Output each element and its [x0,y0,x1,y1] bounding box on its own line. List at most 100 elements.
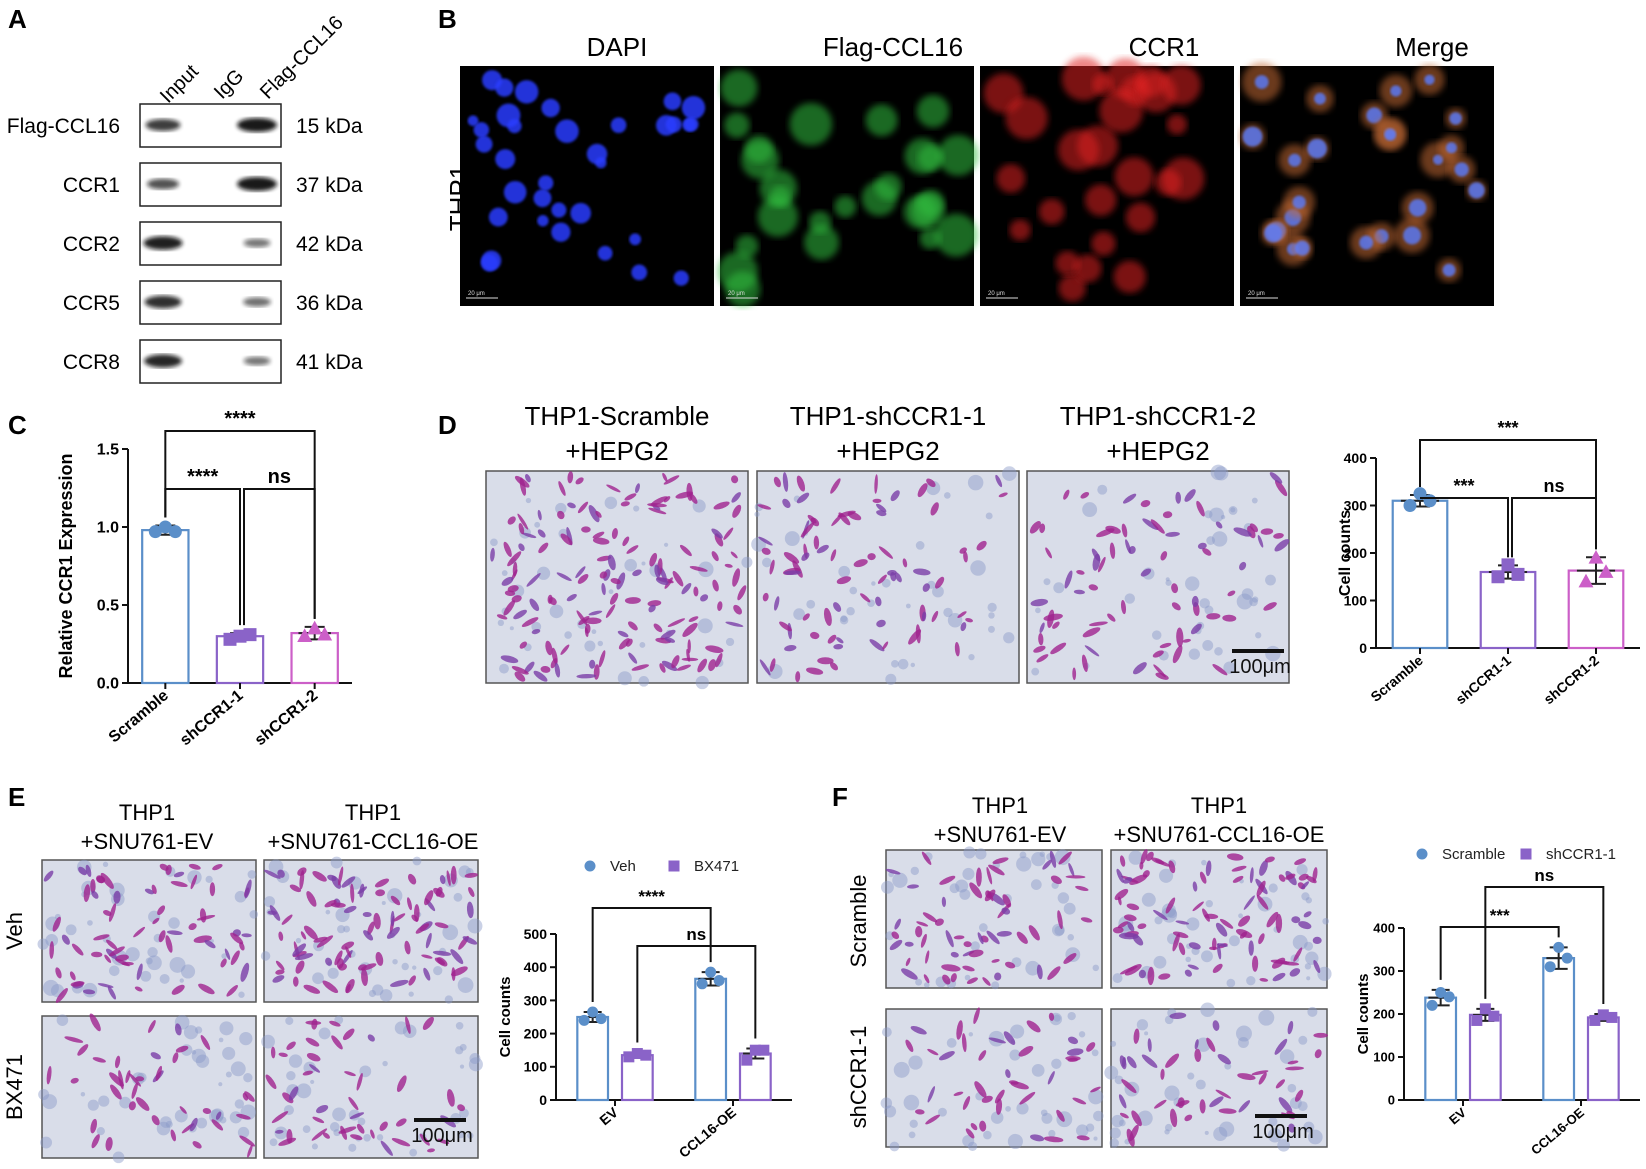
membrane-pore [394,1021,408,1035]
cell-blob [865,104,898,137]
migrated-cell [711,551,719,562]
data-point [168,525,182,539]
migrated-cell [170,1129,177,1142]
migrated-cell [311,1128,328,1141]
migrated-cell [239,1135,256,1147]
data-point [1511,567,1525,581]
membrane-pore [1268,883,1278,893]
membrane-pore [1144,1031,1149,1036]
migrated-cell [165,935,173,953]
migrated-cell [1145,851,1154,862]
migrated-cell [1238,915,1251,927]
membrane-pore [1057,892,1070,904]
cell-blob [1166,114,1188,135]
column-title: +SNU761-CCL16-OE [268,829,479,854]
migrated-cell [894,918,901,930]
membrane-pore [1078,1031,1086,1038]
migrated-cell [801,552,810,561]
membrane-pore [531,621,542,632]
legend-label: Scramble [1442,846,1505,863]
image-title: +HEPG2 [836,436,939,466]
migrated-cell [1269,472,1283,484]
migrated-cell [1088,621,1108,627]
migrated-cell [705,645,724,653]
panel-letter-a: A [8,4,27,34]
migrated-cell [316,1104,329,1114]
membrane-pore [168,917,180,929]
migrated-cell [1301,881,1309,890]
migrated-cell [158,930,166,943]
membrane-pore [205,875,213,883]
migrated-cell [661,660,678,672]
nucleus-blob [1294,240,1310,256]
migrated-cell [1239,561,1247,571]
migrated-cell [1038,633,1044,646]
membrane-pore [1092,964,1100,972]
migrated-cell [917,483,928,498]
migrated-cell [272,975,285,983]
migrated-cell [1036,654,1049,663]
migrated-cell [374,878,390,888]
migrated-cell [89,1013,101,1032]
membrane-pore [1159,868,1174,883]
nucleus-blob [665,116,682,133]
membrane-pore [408,991,414,997]
membrane-pore [249,910,259,919]
data-point [578,1014,590,1026]
image-title: THP1-Scramble [525,401,710,431]
migrated-cell [1075,885,1089,891]
migrated-cell [286,1041,296,1050]
cell-blob [717,251,758,292]
membrane-pore [1114,1075,1124,1085]
migrated-cell [367,1034,375,1042]
x-tick-label: shCCR1-2 [1540,652,1602,707]
membrane-pore [1167,908,1177,919]
migrated-cell [103,910,112,916]
significance-bracket [243,488,316,626]
membrane-pore [412,965,417,970]
column-title: +SNU761-CCL16-OE [1114,822,1325,847]
membrane-pore [222,1046,236,1060]
blot-band [243,238,271,248]
membrane-pore [1252,596,1259,603]
migrated-cell [737,585,747,601]
migrated-cell [782,498,791,509]
cell-blob [1073,254,1102,283]
migrated-cell [188,863,201,870]
migrated-cell [945,930,954,948]
migrated-cell [390,979,409,987]
membrane-pore [1206,536,1216,545]
migrated-cell [224,948,231,960]
migrated-cell [1176,627,1184,647]
migrated-cell [548,597,557,606]
membrane-pore [509,626,514,631]
migrated-cell [1259,978,1269,982]
migrated-cell [356,1123,365,1134]
migrated-cell [92,1057,106,1063]
membrane-pore [1164,1123,1173,1132]
membrane-pore [459,1043,467,1051]
data-point [713,974,725,986]
migrated-cell [1127,921,1135,932]
membrane-pore [1154,916,1163,925]
legend-label: shCCR1-1 [1546,846,1616,863]
migrated-cell [173,871,185,878]
migrated-cell [1159,642,1172,649]
migrated-cell [717,601,723,611]
migrated-cell [758,536,773,546]
cell-blob [1114,157,1154,197]
migrated-cell [577,501,589,514]
membrane-pore [1214,466,1229,481]
migrated-cell [1039,523,1046,534]
migrated-cell [1042,859,1052,870]
membrane-pore [549,604,564,619]
membrane-pore [238,991,245,998]
migrated-cell [309,1064,321,1073]
membrane-pore [806,599,816,609]
image-title: THP1-shCCR1-2 [1060,401,1257,431]
migrated-cell [450,865,457,885]
y-axis-label: Cell counts [497,977,514,1058]
migrated-cell [106,939,118,950]
migrated-cell [446,1089,455,1107]
migrated-cell [963,941,972,948]
